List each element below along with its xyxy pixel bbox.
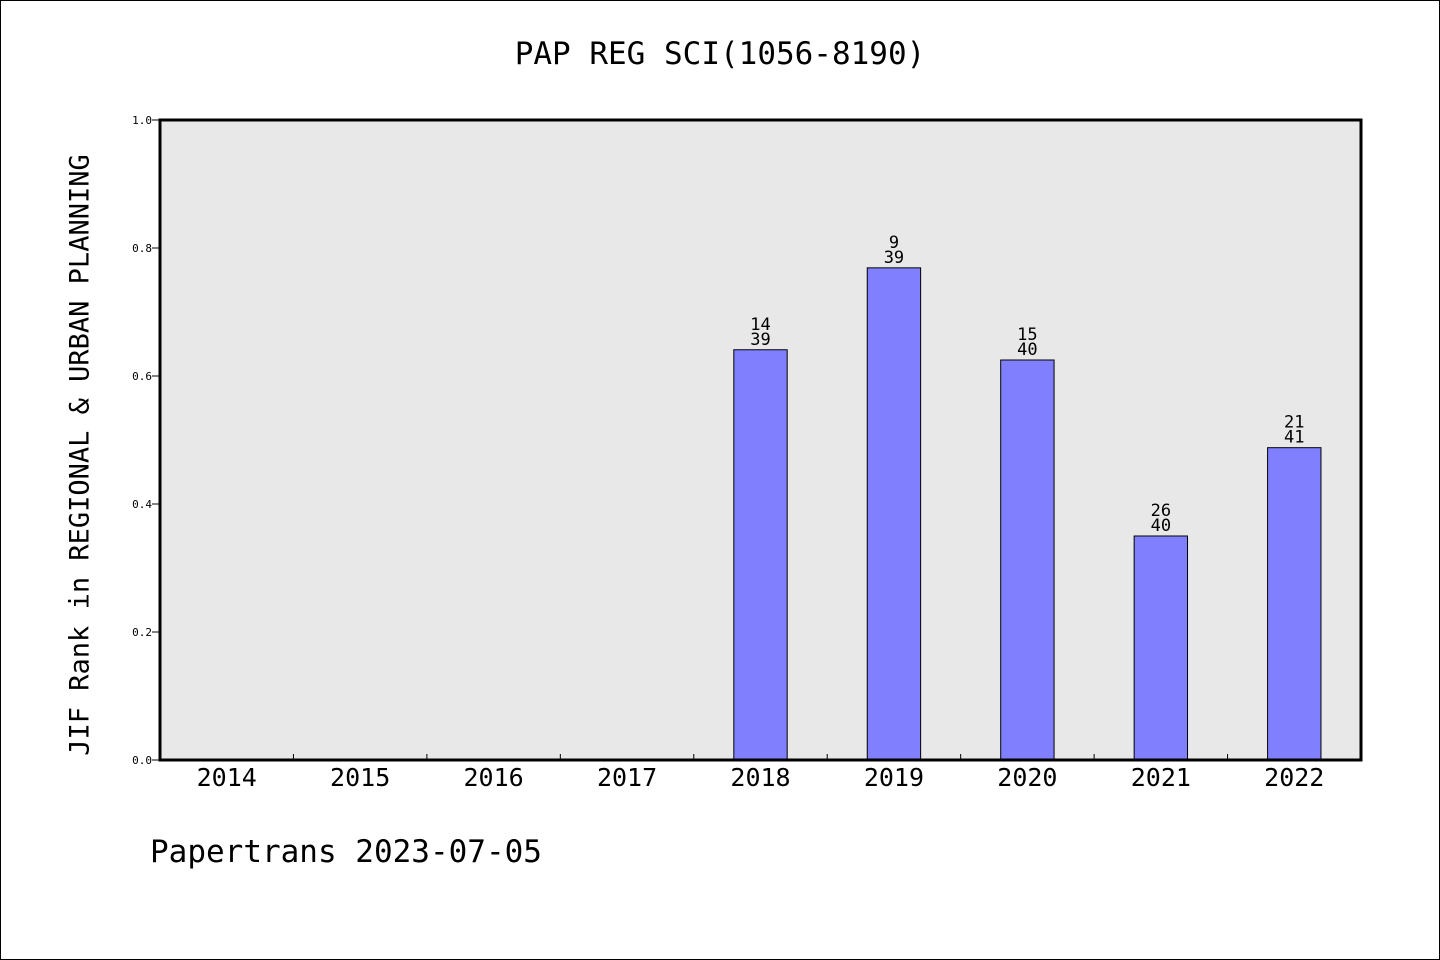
x-tick-label: 2015: [330, 763, 390, 792]
bar-rank-label: 15: [1017, 325, 1037, 345]
x-tick-label: 2022: [1264, 763, 1324, 792]
bar-rank-label: 26: [1151, 501, 1171, 521]
x-tick-label: 2019: [864, 763, 924, 792]
x-tick-label: 2021: [1131, 763, 1191, 792]
bar: [1267, 447, 1322, 761]
footer-credit: Papertrans 2023-07-05: [150, 834, 542, 870]
bar-rank-label: 9: [889, 233, 899, 253]
y-tick-label: 0.0: [132, 754, 152, 767]
bar: [1000, 359, 1055, 761]
chart-title: PAP REG SCI(1056-8190): [514, 36, 926, 72]
y-tick-label: 0.4: [132, 498, 152, 511]
bar-rank-label: 14: [750, 315, 770, 335]
bar-total-label: 40: [1017, 340, 1037, 360]
bar: [866, 267, 922, 761]
y-tick-label: 0.2: [132, 626, 152, 639]
bar: [733, 349, 788, 761]
y-tick-label: 0.6: [132, 370, 152, 383]
bar-total-label: 41: [1284, 428, 1304, 448]
bar: [1133, 535, 1189, 761]
x-tick-label: 2014: [197, 763, 257, 792]
x-tick-label: 2018: [730, 763, 790, 792]
x-tick-label: 2017: [597, 763, 657, 792]
bar-total-label: 39: [750, 330, 770, 350]
plot-border: [158, 118, 1363, 762]
bar-rank-label: 21: [1284, 413, 1304, 433]
y-tick-label: 0.8: [132, 242, 152, 255]
x-tick-label: 2016: [464, 763, 524, 792]
bar-total-label: 39: [884, 248, 904, 268]
x-tick-label: 2020: [997, 763, 1057, 792]
y-tick-label: 1.0: [132, 114, 152, 127]
bar-total-label: 40: [1151, 516, 1171, 536]
